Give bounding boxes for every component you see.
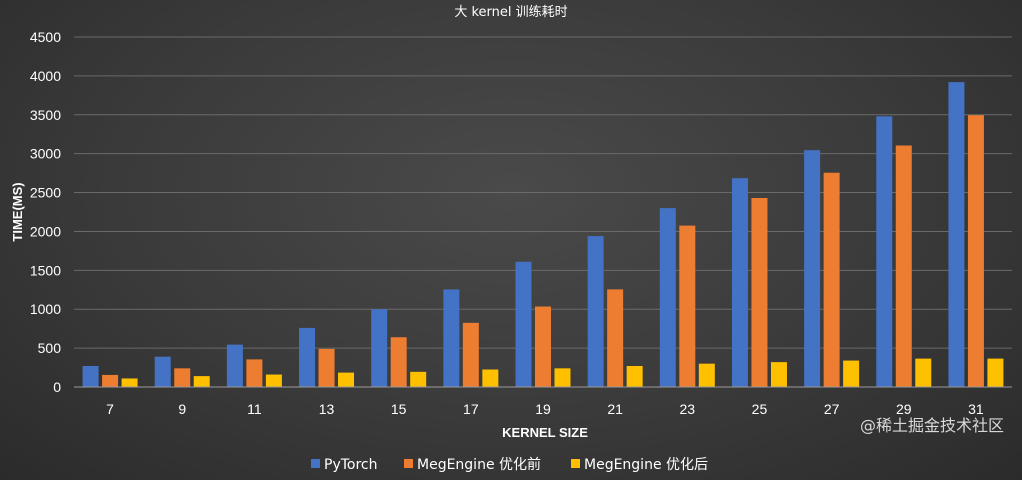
chart-title: 大 kernel 训练耗时: [454, 5, 567, 20]
bar: [698, 363, 715, 387]
bar: [318, 348, 335, 387]
bar: [731, 178, 748, 387]
x-tick-label: 9: [178, 401, 186, 417]
watermark-text: @稀土掘金技术社区: [860, 416, 1004, 435]
x-tick-label: 27: [824, 401, 840, 417]
x-tick-label: 21: [607, 401, 623, 417]
bar: [515, 261, 532, 387]
x-tick-label: 7: [106, 401, 114, 417]
y-tick-label: 1500: [30, 262, 61, 278]
legend-entry: PyTorch: [324, 457, 377, 473]
bar: [482, 369, 499, 387]
bar: [607, 289, 624, 387]
x-tick-label: 19: [535, 401, 551, 417]
bar: [915, 358, 932, 387]
bar: [174, 368, 191, 387]
bar: [246, 359, 263, 387]
bar: [659, 208, 676, 387]
y-tick-label: 4000: [30, 68, 61, 84]
bar: [895, 145, 912, 387]
bar: [102, 374, 119, 387]
y-tick-label: 4500: [30, 29, 61, 45]
y-tick-label: 2000: [30, 223, 61, 239]
x-tick-label: 15: [391, 401, 407, 417]
x-axis-ticks: 7 9 11 13 15 17 19 21 23 25 27 29 31: [106, 401, 984, 417]
bar: [587, 236, 604, 387]
x-tick-label: 31: [968, 401, 984, 417]
bar: [823, 172, 840, 387]
bar: [770, 362, 787, 387]
bar: [626, 366, 643, 387]
x-tick-label: 11: [247, 401, 262, 417]
y-tick-label: 1000: [30, 301, 61, 317]
x-axis-label: KERNEL SIZE: [502, 425, 588, 440]
bar: [338, 372, 355, 387]
bar: [443, 289, 460, 387]
bar: [987, 358, 1004, 387]
legend-entry: MegEngine 优化后: [584, 457, 708, 473]
bar: [265, 374, 282, 387]
x-tick-label: 25: [752, 401, 768, 417]
x-tick-label: 17: [463, 401, 479, 417]
legend: PyTorch MegEngine 优化前 MegEngine 优化后: [311, 456, 708, 473]
bar: [804, 150, 821, 387]
bar: [390, 337, 407, 387]
y-tick-label: 2500: [30, 185, 61, 201]
y-tick-label: 0: [53, 379, 61, 395]
y-axis-label: TIME(MS): [10, 182, 25, 241]
bar: [554, 368, 571, 387]
legend-swatch: [571, 459, 580, 468]
bar: [843, 360, 860, 387]
bar: [299, 327, 316, 387]
y-axis-ticks: 0 500 1000 1500 2000 2500 3000 3500 4000 4500: [30, 29, 61, 395]
bars: [82, 82, 1004, 388]
legend-swatch: [311, 459, 320, 468]
bar: [410, 371, 427, 387]
y-tick-label: 3500: [30, 107, 61, 123]
x-tick-label: 23: [680, 401, 696, 417]
bar: [154, 356, 171, 387]
x-tick-label: 29: [896, 401, 912, 417]
bar: [751, 198, 768, 387]
bar: [371, 309, 388, 387]
bar: [679, 225, 696, 387]
legend-swatch: [404, 459, 413, 468]
bar: [948, 82, 965, 387]
bar: [535, 306, 551, 387]
bar: [226, 344, 243, 387]
legend-entry: MegEngine 优化前: [417, 456, 541, 473]
y-tick-label: 3000: [30, 146, 61, 162]
bar: [82, 366, 99, 387]
x-tick-label: 13: [319, 401, 335, 417]
y-tick-label: 500: [38, 340, 62, 356]
bar: [967, 115, 984, 388]
bar: [193, 376, 210, 387]
grid-lines: [74, 36, 1012, 349]
bar: [876, 116, 893, 387]
bar: [121, 378, 138, 387]
bar: [462, 322, 479, 387]
